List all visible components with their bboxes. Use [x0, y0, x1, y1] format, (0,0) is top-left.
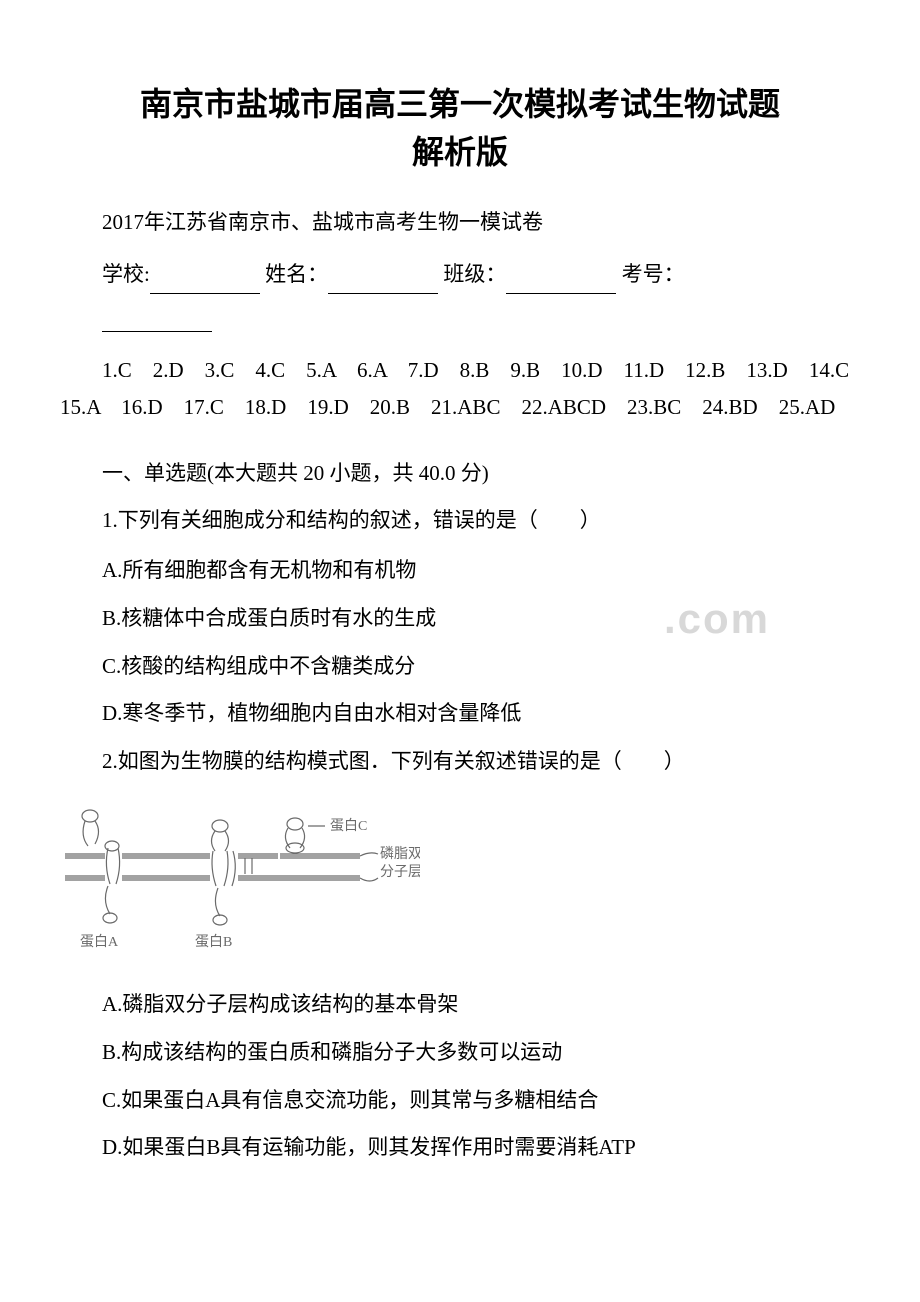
title-line-1: 南京市盐城市届高三第一次模拟考试生物试题 — [140, 86, 780, 122]
name-blank — [328, 269, 438, 294]
q1-choice-b: B.核糖体中合成蛋白质时有水的生成 — [60, 600, 860, 638]
label-protein-c: 蛋白C — [330, 818, 367, 834]
membrane-svg: 蛋白C 磷脂双 分子层 蛋白A 蛋白B — [60, 796, 420, 956]
name-label: 姓名： — [265, 262, 328, 286]
section-1-header: 一、单选题(本大题共 20 小题，共 40.0 分) — [60, 457, 860, 487]
q1-choice-d: D.寒冬季节，植物细胞内自由水相对含量降低 — [60, 695, 860, 733]
answer-key: 1.C 2.D 3.C 4.C 5.A 6.A 7.D 8.B 9.B 10.D… — [60, 352, 860, 428]
examid-blank — [102, 306, 212, 331]
label-protein-b: 蛋白B — [195, 934, 232, 950]
q1-choice-a: A.所有细胞都含有无机物和有机物 — [60, 552, 860, 590]
q1-choice-c: C.核酸的结构组成中不含糖类成分 — [60, 648, 860, 686]
q2-choice-b: B.构成该结构的蛋白质和磷脂分子大多数可以运动 — [60, 1034, 860, 1072]
student-info-row: 学校: 姓名： 班级： 考号： — [60, 256, 860, 294]
q1-stem: 1.下列有关细胞成分和结构的叙述，错误的是（ ） — [60, 502, 860, 540]
q2-choice-c: C.如果蛋白A具有信息交流功能，则其常与多糖相结合 — [60, 1082, 860, 1120]
title-line-2: 解析版 — [412, 134, 508, 170]
student-info-row-2 — [60, 294, 860, 332]
school-label: 学校: — [102, 262, 150, 286]
examid-label: 考号： — [622, 262, 685, 286]
school-blank — [150, 269, 260, 294]
label-bilayer-2: 分子层 — [380, 864, 420, 880]
label-protein-a: 蛋白A — [80, 934, 119, 950]
page-title: 南京市盐城市届高三第一次模拟考试生物试题 解析版 — [60, 80, 860, 176]
exam-subtitle: 2017年江苏省南京市、盐城市高考生物一模试卷 — [60, 206, 860, 236]
q2-stem: 2.如图为生物膜的结构模式图．下列有关叙述错误的是（ ） — [60, 743, 860, 781]
membrane-diagram: 蛋白C 磷脂双 分子层 蛋白A 蛋白B — [60, 796, 860, 961]
q2-choice-a: A.磷脂双分子层构成该结构的基本骨架 — [60, 986, 860, 1024]
class-label: 班级： — [443, 262, 506, 286]
label-bilayer-1: 磷脂双 — [380, 846, 420, 862]
q2-choice-d: D.如果蛋白B具有运输功能，则其发挥作用时需要消耗ATP — [60, 1129, 860, 1167]
class-blank — [506, 269, 616, 294]
